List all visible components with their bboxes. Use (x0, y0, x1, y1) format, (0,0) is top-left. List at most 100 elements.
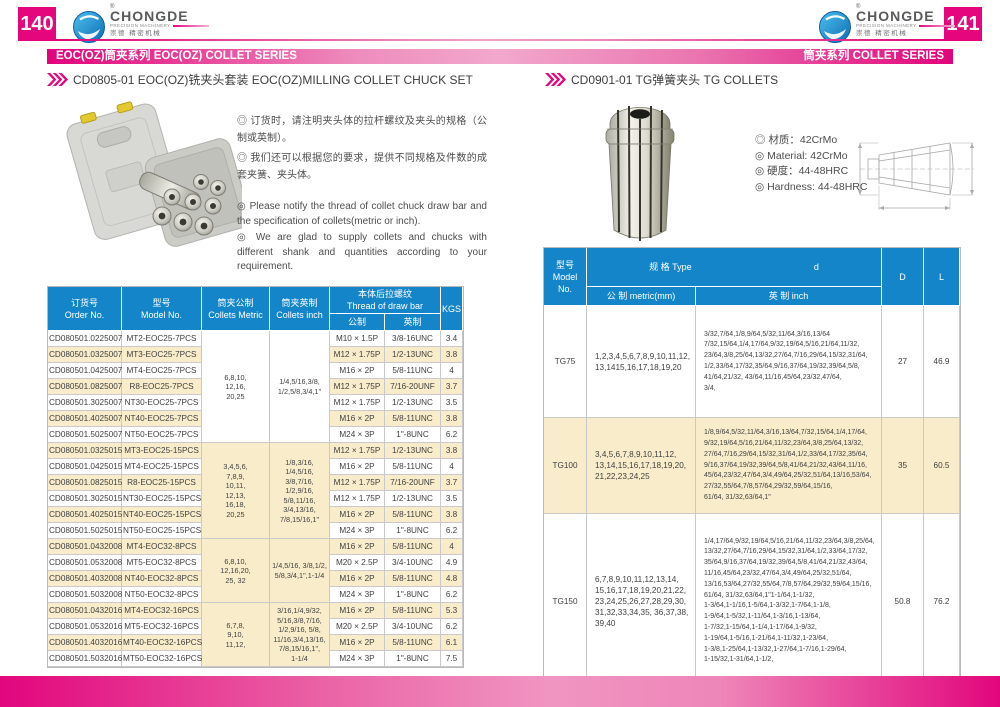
table-row: TG150 6,7,8,9,10,11,12,13,14, 15,16,17,1… (544, 514, 960, 690)
logo-name: CHONGDE (110, 8, 189, 24)
thread-inch-cell: 1"-8UNC (385, 651, 442, 668)
thread-inch-cell: 7/16-20UNF (385, 379, 442, 396)
table-row: CD080501.5025015 NT50-EOC25-15PCS M24 × 3P… (48, 523, 464, 540)
thread-metric-cell: M20 × 2.5P (330, 619, 385, 636)
thread-metric-cell: M12 × 1.75P (330, 379, 385, 396)
thread-inch-cell: 5/8-11UNC (385, 411, 442, 428)
chevron-right-icon (47, 73, 68, 86)
kgs-cell: 3.5 (441, 395, 464, 412)
order-cell: CD080501.5032016 (48, 651, 122, 668)
thread-metric-cell: M16 × 2P (330, 363, 385, 380)
ordering-notes: ◎ 订货时，请注明夹头体的拉杆螺纹及夹头的规格（公制或英制）。 ◎ 我们还可以根… (237, 114, 487, 277)
table-row: CD080501.0225007 MT2-EOC25-7PCS 6,8,10, … (48, 331, 464, 444)
kgs-cell: 6.2 (441, 523, 464, 540)
model-cell: MT50-EOC32-16PCS (122, 651, 202, 668)
brand-logo: ® CHONGDE PRECISION MACHINERY 崇德 精密机械 (818, 4, 955, 44)
table-row: CD080501.4025007 NT40-EOC25-7PCS M16 × 2P 5… (48, 411, 464, 428)
order-cell: CD080501.0432016 (48, 603, 122, 620)
table-row: CD080501.3025015 NT30-EOC25-15PCS M12 × 1.… (48, 491, 464, 508)
thread-inch-cell: 1"-8UNC (385, 587, 442, 604)
thread-inch-cell: 5/8-11UNC (385, 539, 442, 556)
thread-inch-cell: 1/2-13UNC (385, 395, 442, 412)
inch-sizes-cell: 1/4,17/64,9/32,19/64,5/16,21/64,11/32,23… (696, 514, 882, 690)
thread-inch-cell: 5/8-11UNC (385, 571, 442, 588)
globe-icon (73, 11, 105, 43)
col-header-collets-metric: 筒夹公制 Collets Metric (202, 287, 270, 332)
order-cell: CD080501.0825015 (48, 475, 122, 492)
dimension-L-cell: 46.9 (924, 306, 960, 419)
logo-chinese: 崇德 精密机械 (856, 30, 908, 37)
collet-dimension-drawing (852, 126, 980, 221)
col-header-thread-inch: 英制 (385, 314, 442, 332)
thread-metric-cell: M12 × 1.75P (330, 347, 385, 364)
col-header-order: 订货号 Order No. (48, 287, 122, 332)
thread-metric-cell: M16 × 2P (330, 635, 385, 652)
table-row: CD080501.3025007 NT30-EOC25-7PCS M12 × 1.7… (48, 395, 464, 412)
order-cell: CD080501.0532016 (48, 619, 122, 636)
kgs-cell: 3.7 (441, 379, 464, 396)
collets-metric-cell: 6,8,10, 12,16,20, 25, 32 (202, 539, 270, 604)
model-cell: MT5-EOC32-16PCS (122, 619, 202, 636)
logo-dash (172, 25, 209, 27)
note-zh-2: ◎ 我们还可以根据您的要求，提供不同规格及件数的成套夹簧、夹头体。 (237, 153, 487, 181)
col-header-D: D (882, 248, 924, 307)
table-row: CD080501.0325007 MT3-EOC25-7PCS M12 × 1.75… (48, 347, 464, 364)
thread-metric-cell: M16 × 2P (330, 539, 385, 556)
model-cell: TG100 (544, 418, 587, 515)
thread-inch-cell: 5/8-11UNC (385, 635, 442, 652)
dimension-D-cell: 27 (882, 306, 924, 419)
dimension-D-cell: 35 (882, 418, 924, 515)
col-header-model: 型号 Model No. (122, 287, 202, 332)
order-cell: CD080501.0325007 (48, 347, 122, 364)
table-row: CD080501.0432008 MT4-EOC32-8PCS 6,8,10, … (48, 539, 464, 604)
tg-collet-photo (593, 96, 687, 251)
order-cell: CD080501.5032008 (48, 587, 122, 604)
thread-inch-cell: 5/8-11UNC (385, 507, 442, 524)
collets-inch-cell: 1/4,5/16, 3/8,1/2, 5/8,3/4,1",1-1/4 (270, 539, 330, 604)
model-cell: MT40-EOC32-16PCS (122, 635, 202, 652)
order-cell: CD080501.5025007 (48, 427, 122, 444)
table-row: CD080501.4032016 MT40-EOC32-16PCS M16 × 2P… (48, 635, 464, 652)
logo-text: ® CHONGDE PRECISION MACHINERY 崇德 精密机械 (856, 4, 955, 38)
kgs-cell: 3.7 (441, 475, 464, 492)
collets-inch-cell: 1/4,5/16,3/8, 1/2,5/8,3/4,1" (270, 331, 330, 444)
table-row: CD080501.0532008 MT5-EOC32-8PCS M20 × 2.5P… (48, 555, 464, 572)
table-row: CD080501.0825015 R8-EOC25-15PCS M12 × 1.75… (48, 475, 464, 492)
kgs-cell: 3.8 (441, 347, 464, 364)
model-cell: NT40-EOC25-15PCS (122, 507, 202, 524)
thread-inch-cell: 1"-8UNC (385, 523, 442, 540)
thread-metric-cell: M10 × 1.5P (330, 331, 385, 348)
dimension-D-cell: 50.8 (882, 514, 924, 690)
thread-metric-cell: M12 × 1.75P (330, 443, 385, 460)
logo-text: ® CHONGDE PRECISION MACHINERY 崇德 精密机械 (110, 4, 209, 38)
col-header-model: 型号 Model No. (544, 248, 587, 307)
table-row: CD080501.0325015 MT3-EOC25-15PCS 3,4,5,6… (48, 443, 464, 540)
page-number-left: 140 (18, 7, 56, 41)
thread-inch-cell: 1/2-13UNC (385, 491, 442, 508)
section-title-text: CD0901-01 TG弹簧夹头 TG COLLETS (571, 73, 779, 87)
note-zh-1: ◎ 订货时，请注明夹头体的拉杆螺纹及夹头的规格（公制或英制）。 (237, 116, 487, 144)
order-cell: CD080501.3025007 (48, 395, 122, 412)
collets-metric-cell: 6,8,10, 12,16, 20,25 (202, 331, 270, 444)
series-title-right: 筒夹系列 COLLET SERIES (803, 50, 944, 62)
note-en-2: ◎ We are glad to supply collets and chuc… (237, 232, 487, 272)
logo-subtitle: PRECISION MACHINERY (110, 23, 171, 28)
table-row: CD080501.0425007 MT4-EOC25-7PCS M16 × 2P 5/… (48, 363, 464, 380)
col-header-inch: 英 制 inch (696, 287, 882, 307)
model-cell: NT40-EOC32-8PCS (122, 571, 202, 588)
thread-metric-cell: M12 × 1.75P (330, 395, 385, 412)
model-cell: MT4-EOC25-7PCS (122, 363, 202, 380)
order-cell: CD080501.4032016 (48, 635, 122, 652)
table-row: TG100 3,4,5,6,7,8,9,10,11,12, 13,14,15,1… (544, 418, 960, 515)
model-cell: TG150 (544, 514, 587, 690)
collet-chuck-set-table: 订货号 Order No. 型号 Model No. 筒夹公制 Collets … (47, 286, 465, 669)
table-row: TG75 1,2,3,4,5,6,7,8,9,10,11,12, 13,1415… (544, 306, 960, 419)
material-specs: ◎ 材质：42CrMo ◎ Material: 42CrMo ◎ 硬度：44-4… (755, 134, 868, 193)
thread-metric-cell: M16 × 2P (330, 459, 385, 476)
thread-metric-cell: M24 × 3P (330, 427, 385, 444)
table-row: CD080501.5032016 MT50-EOC32-16PCS M24 × 3P… (48, 651, 464, 668)
kgs-cell: 5.3 (441, 603, 464, 620)
kgs-cell: 3.8 (441, 443, 464, 460)
model-cell: MT3-EOC25-7PCS (122, 347, 202, 364)
